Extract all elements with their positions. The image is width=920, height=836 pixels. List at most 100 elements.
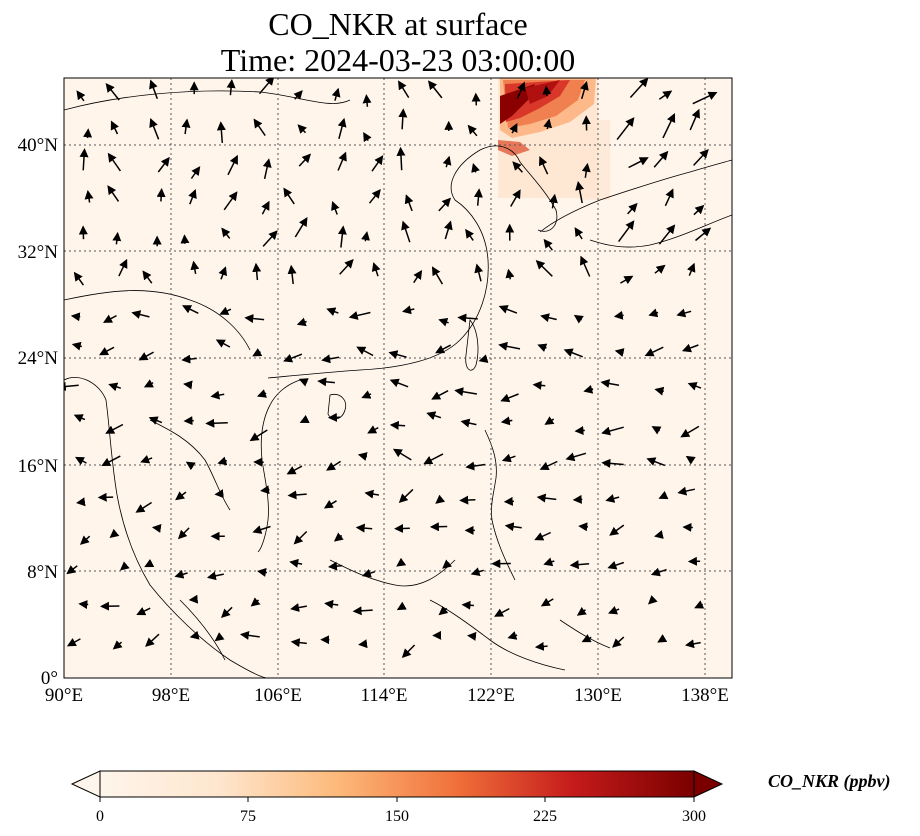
wind-arrow [367, 425, 379, 434]
wind-arrow [474, 263, 484, 282]
wind-arrow [695, 227, 712, 242]
wind-arrow [339, 258, 354, 275]
wind-arrow [297, 124, 307, 134]
coastlines [64, 90, 732, 678]
colorbar-tick-label: 75 [240, 808, 256, 825]
wind-arrow [118, 258, 128, 277]
wind-arrow [109, 528, 120, 539]
wind-arrow [540, 313, 557, 323]
map-background [64, 78, 732, 678]
wind-arrow [402, 305, 415, 315]
wind-arrow [358, 639, 368, 649]
wind-arrow [460, 418, 477, 428]
wind-arrow [512, 161, 523, 173]
wind-arrow [540, 597, 554, 607]
wind-arrow [205, 418, 228, 428]
wind-arrow [79, 535, 91, 545]
wind-arrow [398, 488, 414, 504]
wind-arrow [401, 220, 411, 243]
wind-arrow [156, 188, 166, 202]
wind-arrow [575, 181, 585, 204]
wind-arrow [478, 354, 489, 363]
wind-arrow [651, 426, 662, 435]
wind-arrow [352, 606, 373, 616]
wind-arrow [609, 524, 625, 536]
wind-arrow [252, 262, 262, 281]
lon-tick-label: 90°E [45, 685, 83, 706]
wind-arrow [296, 317, 307, 327]
wind-arrow [363, 132, 372, 143]
wind-arrow [454, 387, 478, 397]
wind-arrow [465, 461, 486, 471]
wind-arrow [290, 638, 307, 648]
wind-arrow [507, 631, 518, 640]
wind-arrow [542, 85, 552, 97]
wind-arrow [572, 494, 583, 504]
wind-arrow [299, 414, 310, 423]
wind-arrow [136, 606, 151, 616]
wind-arrow [287, 490, 307, 500]
wind-arrow [648, 595, 658, 605]
wind-arrow [174, 569, 188, 579]
wind-arrow [692, 91, 718, 105]
wind-arrow [188, 189, 197, 205]
colorbar-bar [99, 770, 695, 798]
wind-arrow [413, 269, 423, 284]
wind-arrow [356, 346, 374, 357]
wind-arrow [465, 228, 474, 241]
wind-arrow [221, 606, 233, 618]
wind-arrow [258, 78, 275, 95]
wind-arrow [110, 120, 119, 135]
wind-arrow [328, 561, 343, 571]
wind-arrow [252, 525, 271, 534]
wind-arrow [181, 118, 191, 135]
colorbar-tick-label: 0 [96, 808, 104, 825]
wind-arrow [215, 339, 231, 348]
wind-arrow [105, 423, 124, 434]
lat-tick-label: 24°N [18, 348, 59, 369]
wind-arrow [227, 154, 238, 176]
wind-arrow [392, 448, 412, 461]
wind-arrow [504, 522, 522, 532]
wind-arrow [438, 606, 449, 616]
wind-arrow [355, 523, 373, 533]
wind-arrow [149, 118, 160, 140]
wind-arrow [580, 255, 591, 277]
latitude-labels: 0° 8°N 16°N 24°N 32°N 40°N [18, 135, 59, 689]
wind-arrow [534, 641, 548, 651]
wind-arrow [442, 559, 452, 569]
wind-arrow [218, 266, 227, 280]
wind-arrow [326, 307, 339, 316]
wind-arrow [581, 634, 592, 643]
wind-arrow [574, 426, 585, 435]
colorbar-tick-label: 225 [533, 808, 557, 825]
wind-arrow [64, 381, 79, 391]
wind-arrow [326, 460, 342, 471]
wind-arrow [181, 354, 197, 364]
wind-arrow [689, 108, 700, 131]
wind-arrow [498, 341, 521, 351]
wind-arrow [601, 458, 624, 468]
wind-arrow [253, 118, 266, 137]
wind-arrow [427, 80, 443, 99]
wind-arrow [337, 225, 347, 248]
wind-arrow [473, 188, 483, 206]
wind-arrow [654, 530, 664, 539]
wind-arrow [223, 191, 238, 211]
wind-arrow [662, 113, 676, 139]
wind-arrow [140, 455, 153, 464]
wind-arrow [66, 638, 81, 647]
wind-arrow [574, 227, 584, 240]
wind-arrow [257, 567, 268, 577]
wind-arrow [500, 416, 513, 426]
wind-arrow [244, 314, 265, 324]
wind-arrow [543, 118, 553, 130]
wind-arrow [505, 268, 515, 280]
map-frame [63, 77, 733, 679]
wind-arrow [252, 348, 263, 357]
wind-arrow [509, 122, 518, 134]
wind-arrow [361, 568, 376, 578]
wind-arrow [371, 155, 384, 172]
wind-arrow [534, 531, 552, 541]
